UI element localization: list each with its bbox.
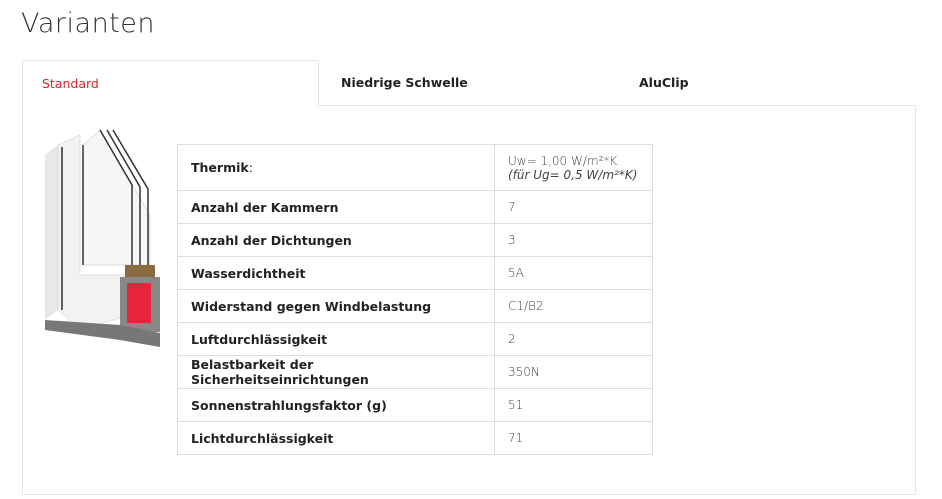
- spec-label: Wasserdichtheit: [177, 256, 495, 290]
- table-row: Anzahl der Kammern 7: [177, 190, 653, 224]
- specs-table: Thermik: Uw= 1,00 W/m²*K (für Ug= 0,5 W/m…: [177, 144, 653, 455]
- spec-label: Widerstand gegen Windbelastung: [177, 289, 495, 323]
- tab-niedrige-schwelle[interactable]: Niedrige Schwelle: [341, 75, 468, 90]
- spec-value: 5A: [494, 256, 653, 290]
- spec-note: (für Ug= 0,5 W/m²*K): [508, 167, 638, 182]
- spec-value: 51: [494, 388, 653, 422]
- tab-standard[interactable]: Standard: [22, 60, 319, 107]
- spec-label: Lichtdurchlässigkeit: [177, 421, 495, 455]
- spec-value: 2: [494, 322, 653, 356]
- tab-panel: [22, 105, 916, 495]
- table-row: Widerstand gegen Windbelastung C1/B2: [177, 289, 653, 323]
- page-title: Varianten: [21, 8, 155, 39]
- spec-label: Sonnenstrahlungsfaktor (g): [177, 388, 495, 422]
- spec-label: Anzahl der Dichtungen: [177, 223, 495, 257]
- table-row: Wasserdichtheit 5A: [177, 256, 653, 290]
- spec-value: C1/B2: [494, 289, 653, 323]
- spec-value: 71: [494, 421, 653, 455]
- table-row: Lichtdurchlässigkeit 71: [177, 421, 653, 455]
- spec-value: 3: [494, 223, 653, 257]
- spec-label: Luftdurchlässigkeit: [177, 322, 495, 356]
- tab-aluclip[interactable]: AluClip: [639, 75, 689, 90]
- spec-label: Anzahl der Kammern: [177, 190, 495, 224]
- spec-value: 7: [494, 190, 653, 224]
- variant-tabs: Standard Niedrige Schwelle AluClip: [22, 60, 916, 107]
- table-row: Sonnenstrahlungsfaktor (g) 51: [177, 388, 653, 422]
- spec-label: Thermik: [191, 160, 249, 175]
- spec-label-suffix: :: [248, 160, 253, 175]
- table-row: Luftdurchlässigkeit 2: [177, 322, 653, 356]
- spec-label: Belastbarkeit der Sicherheitseinrichtung…: [177, 355, 495, 389]
- spec-value: 350N: [494, 355, 653, 389]
- spec-value: Uw= 1,00 W/m²*K: [508, 153, 618, 168]
- table-row: Anzahl der Dichtungen 3: [177, 223, 653, 257]
- table-row: Belastbarkeit der Sicherheitseinrichtung…: [177, 355, 653, 389]
- window-profile-image: [45, 129, 160, 347]
- table-row: Thermik: Uw= 1,00 W/m²*K (für Ug= 0,5 W/m…: [177, 144, 653, 191]
